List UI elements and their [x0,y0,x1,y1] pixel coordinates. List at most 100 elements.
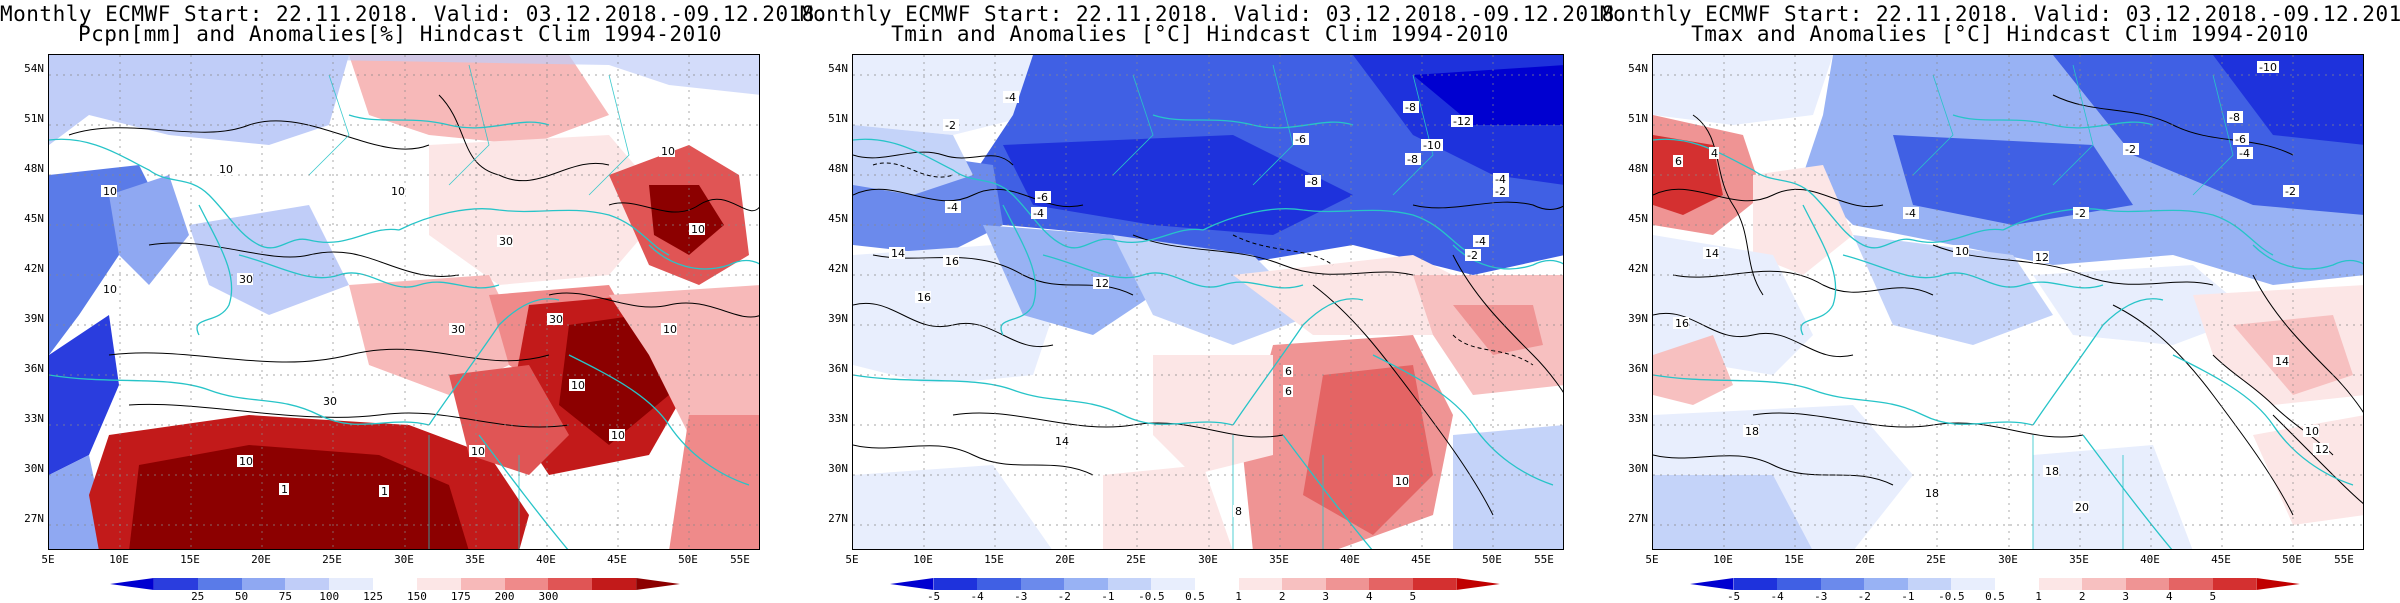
contour-label: 18 [1743,425,1759,438]
colorbar-segment [1325,578,1370,590]
colorbar-tick-label: 4 [2165,590,2173,603]
contour-label: -4 [1031,207,1047,220]
svg-text:10: 10 [219,163,233,176]
svg-text:-2: -2 [2125,143,2136,156]
contour-label: 10 [237,455,253,468]
lon-label: 10E [1713,553,1733,566]
colorbar-tick-label: 2 [2078,590,2086,603]
contour-label: -8 [2227,111,2243,124]
svg-text:14: 14 [891,247,905,260]
colorbar-tick-label: 125 [363,590,383,603]
svg-text:30: 30 [499,235,513,248]
lon-label: 45E [2211,553,2231,566]
contour-label: 16 [915,291,931,304]
contour-label: 12 [2033,251,2049,264]
colorbar-segment [110,578,154,590]
lat-label: 33N [828,412,848,425]
colorbar-tick-label: 50 [234,590,249,603]
colorbar-segment [373,578,417,590]
colorbar-segment [1777,578,1821,590]
colorbar-tick-label: -1 [1901,590,1915,603]
colorbar-segment [197,578,242,590]
panel-title-line1: Monthly ECMWF Start: 22.11.2018. Valid: … [800,2,1629,26]
lat-label: 51N [828,112,848,125]
lat-label: 36N [1628,362,1648,375]
svg-text:18: 18 [1925,487,1939,500]
colorbar-segment [1369,578,1413,590]
colorbar-tick-label: 25 [191,590,205,603]
svg-text:10: 10 [1955,245,1969,258]
svg-text:-6: -6 [1037,191,1048,204]
colorbar-segment [1282,578,1326,590]
contour-label: 10 [2303,425,2319,438]
contour-label: -4 [1903,207,1919,220]
svg-text:-2: -2 [2285,185,2296,198]
contour-label: 10 [689,223,705,236]
svg-text:10: 10 [391,185,405,198]
svg-text:14: 14 [1055,435,1069,448]
contour-label: -4 [1473,235,1489,248]
svg-text:-2: -2 [1495,185,1506,198]
svg-text:1: 1 [381,485,388,498]
colorbar-segment [1151,578,1195,590]
contour-label: 1 [379,485,389,498]
contour-label: 10 [1953,245,1969,258]
lat-label: 30N [1628,462,1648,475]
colorbar-segment [1690,578,1734,590]
svg-text:10: 10 [571,379,585,392]
svg-text:16: 16 [1675,317,1689,330]
lat-label: 48N [1628,162,1648,175]
lat-label: 48N [24,162,44,175]
svg-text:4: 4 [1711,147,1718,160]
colorbar-tick-label: 2 [1278,590,1286,603]
contour-label: 10 [569,379,585,392]
colorbar-segment [1020,578,1065,590]
lon-label: 5E [845,553,859,566]
lat-label: 42N [828,262,848,275]
contour-label: 16 [1673,317,1689,330]
contour-label: -10 [2257,61,2279,74]
lat-label: 45N [828,212,848,225]
svg-text:14: 14 [1705,247,1719,260]
colorbar-tick-label: 75 [278,590,292,603]
contour-label: 10 [1393,475,1409,488]
svg-text:-4: -4 [1495,173,1506,186]
contour-label: -4 [1003,91,1019,104]
colorbar-tick-label: 3 [2122,590,2130,603]
lon-label: 40E [2140,553,2160,566]
lon-label: 55E [730,553,750,566]
colorbar-segment [1064,578,1108,590]
lat-label: 27N [24,512,44,525]
svg-text:14: 14 [2275,355,2289,368]
colorbar-segment [329,578,374,590]
lat-label: 39N [1628,312,1648,325]
colorbar-segment [890,578,934,590]
svg-text:-6: -6 [2235,133,2246,146]
lat-label: 27N [1628,512,1648,525]
colorbar-tick-label: -5 [926,590,941,603]
lon-label: 25E [1126,553,1146,566]
contour-label: -4 [1493,173,1509,186]
colorbar-segment [2038,578,2083,590]
colorbar-segment [1107,578,1152,590]
contour-label: -4 [945,201,961,214]
colorbar-segment [1907,578,1952,590]
contour-label: 30 [547,313,563,326]
lat-label: 42N [24,262,44,275]
svg-text:10: 10 [471,445,485,458]
colorbar-segment [1412,578,1457,590]
svg-text:12: 12 [2315,443,2329,456]
contour-label: -6 [1293,133,1309,146]
contour-label: 14 [1703,247,1719,260]
svg-text:16: 16 [917,291,931,304]
lon-label: 45E [1411,553,1431,566]
colorbar-segment [1238,578,1283,590]
colorbar-segment [1951,578,1995,590]
colorbar-tick-label: 100 [319,590,340,603]
svg-text:6: 6 [1285,365,1292,378]
contour-label: 14 [889,247,905,260]
colorbar-segment [1864,578,1908,590]
colorbar-segment [153,578,198,590]
svg-text:10: 10 [691,223,705,236]
svg-text:12: 12 [1095,277,1109,290]
